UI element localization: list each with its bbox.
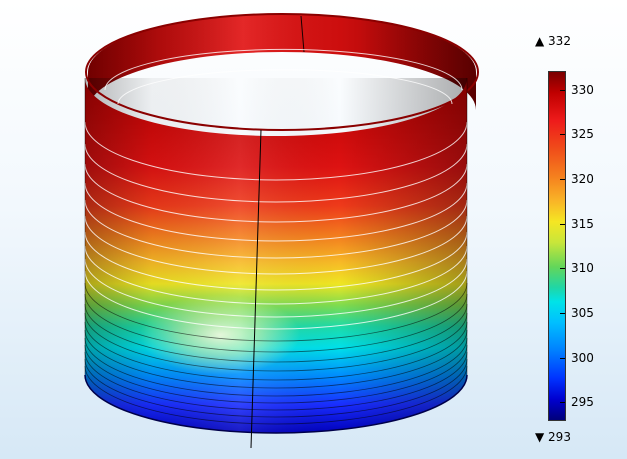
legend-tick-mark bbox=[560, 179, 565, 181]
legend-tick-label: 315 bbox=[571, 216, 594, 231]
legend-max-value: ▲ 332 bbox=[535, 34, 571, 48]
legend-tick-mark bbox=[560, 402, 565, 404]
color-legend-bar bbox=[548, 71, 566, 421]
legend-min-value: ▼ 293 bbox=[535, 430, 571, 444]
legend-tick-label: 330 bbox=[571, 82, 594, 97]
cylinder-outer-surface bbox=[85, 78, 467, 433]
cylinder-top-rim bbox=[85, 13, 479, 131]
cylinder-inner-wall bbox=[88, 14, 476, 110]
legend-tick-mark bbox=[560, 268, 565, 270]
contour-lines-light bbox=[84, 48, 468, 330]
legend-tick-label: 320 bbox=[571, 172, 594, 187]
legend-tick-label: 310 bbox=[571, 261, 594, 276]
legend-tick-mark bbox=[560, 312, 565, 314]
cylinder-seam-line bbox=[250, 129, 262, 449]
legend-tick-label: 295 bbox=[571, 395, 594, 410]
legend-tick-mark bbox=[560, 89, 565, 91]
legend-tick-mark bbox=[560, 357, 565, 359]
legend-tick-label: 325 bbox=[571, 127, 594, 142]
legend-tick-label: 300 bbox=[571, 350, 594, 365]
legend-tick-label: 305 bbox=[571, 305, 594, 320]
cylinder-bottom-edge bbox=[84, 374, 468, 434]
legend-tick-mark bbox=[560, 223, 565, 225]
legend-tick-mark bbox=[560, 134, 565, 136]
contour-lines-dark bbox=[84, 282, 468, 425]
